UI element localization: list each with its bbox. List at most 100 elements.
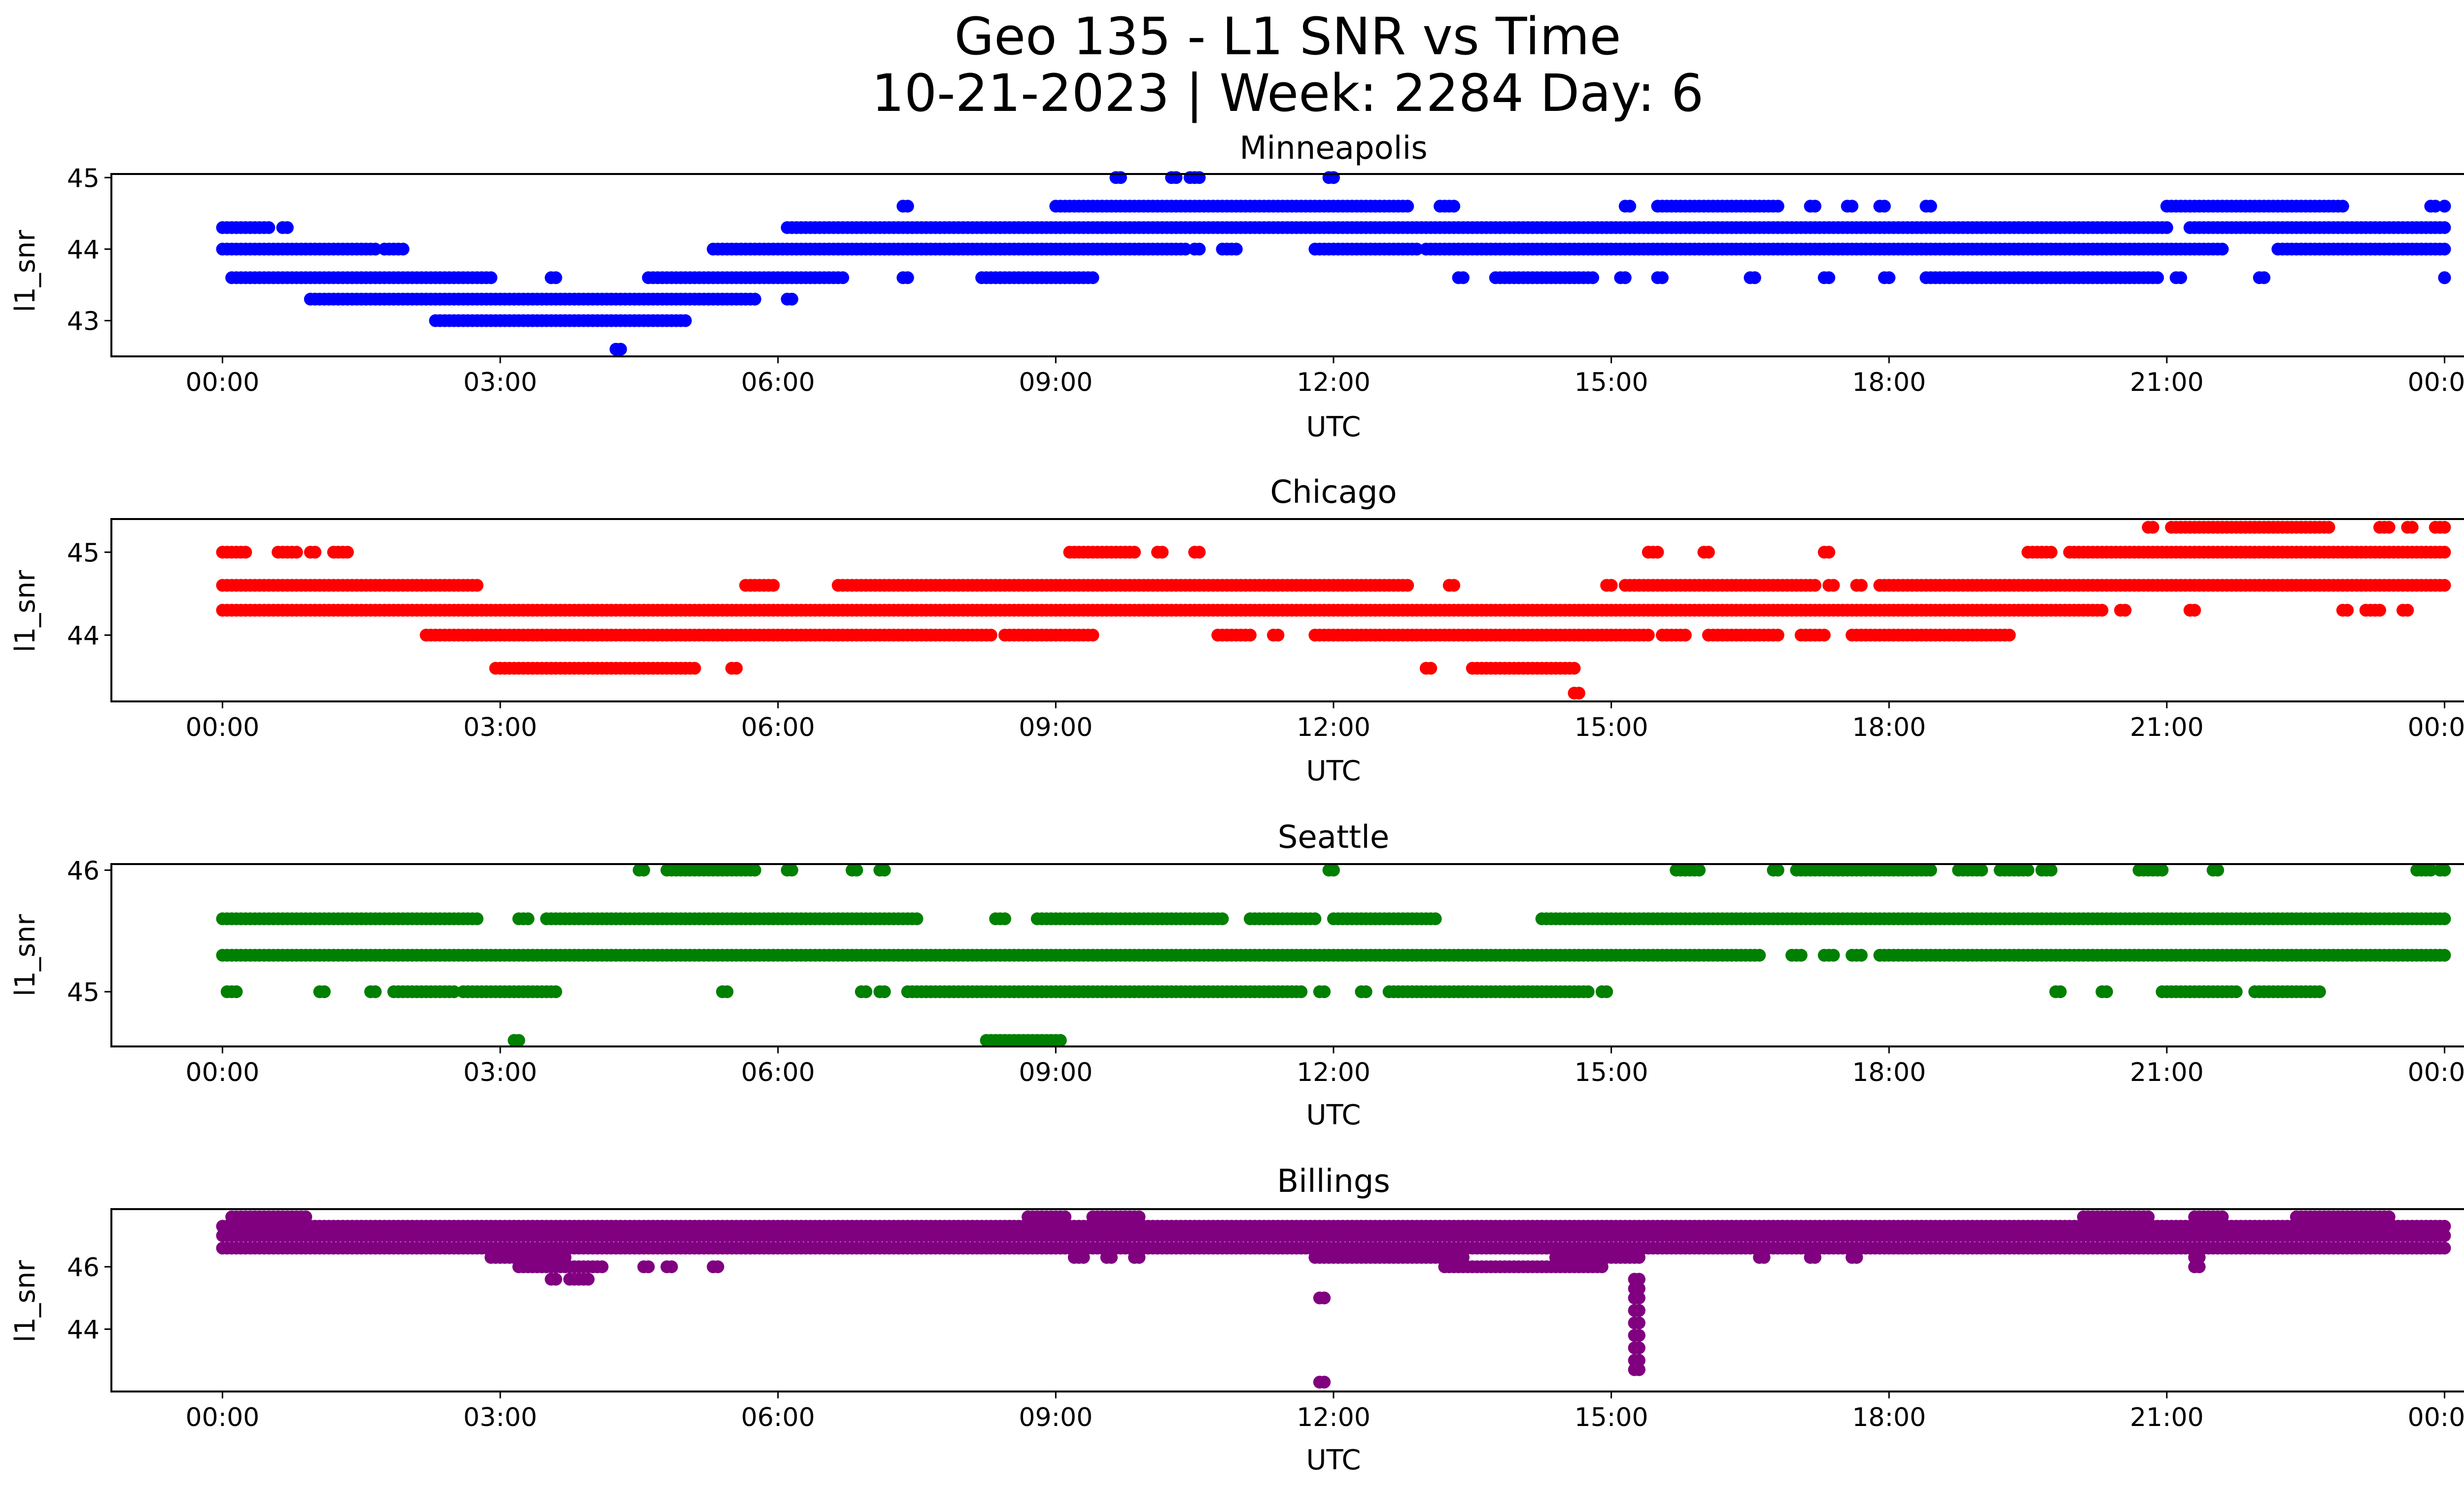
y-tick-label: 43 bbox=[67, 307, 100, 336]
data-point bbox=[2438, 546, 2451, 559]
data-point bbox=[859, 985, 873, 998]
data-point bbox=[1854, 949, 1868, 962]
plot-frame bbox=[110, 173, 2464, 357]
data-point bbox=[785, 292, 798, 306]
data-point bbox=[1086, 628, 1099, 642]
data-point bbox=[471, 912, 484, 925]
data-point bbox=[484, 271, 498, 284]
data-point bbox=[1817, 628, 1831, 642]
y-tick-label: 45 bbox=[67, 164, 100, 193]
data-point bbox=[1846, 200, 1859, 213]
data-point bbox=[369, 985, 382, 998]
panel-title: Billings bbox=[1277, 1163, 1390, 1200]
data-point bbox=[1230, 243, 1243, 256]
data-point bbox=[2174, 271, 2188, 284]
y-tick-label: 46 bbox=[67, 856, 100, 886]
data-point bbox=[1693, 864, 1706, 877]
data-point bbox=[2258, 271, 2271, 284]
data-point bbox=[290, 546, 303, 559]
data-point bbox=[1771, 200, 1784, 213]
data-point bbox=[549, 985, 562, 998]
x-tick-label: 00:00 bbox=[186, 1058, 260, 1087]
data-point bbox=[1586, 271, 1600, 284]
data-point bbox=[1678, 628, 1692, 642]
data-point bbox=[281, 221, 294, 234]
panel-title: Minneapolis bbox=[1239, 130, 1427, 167]
data-point bbox=[1882, 271, 1896, 284]
data-point bbox=[850, 864, 863, 877]
x-tick-label: 15:00 bbox=[1574, 1058, 1648, 1087]
data-point bbox=[2045, 864, 2058, 877]
data-point bbox=[2336, 200, 2349, 213]
panel-title: Seattle bbox=[1278, 819, 1390, 856]
x-axis-label: UTC bbox=[1306, 1444, 1361, 1476]
data-point bbox=[1216, 912, 1229, 925]
data-point bbox=[1822, 271, 1836, 284]
data-point bbox=[836, 271, 850, 284]
data-point bbox=[1179, 243, 1192, 256]
data-point bbox=[1572, 687, 1585, 700]
data-point bbox=[614, 343, 627, 356]
data-point bbox=[2156, 864, 2169, 877]
data-point bbox=[230, 985, 243, 998]
data-point bbox=[2313, 985, 2326, 998]
data-point bbox=[1054, 1034, 1067, 1047]
data-point bbox=[1318, 985, 1331, 998]
data-point bbox=[2438, 271, 2451, 284]
data-point bbox=[1924, 200, 1937, 213]
x-tick-label: 06:00 bbox=[741, 368, 815, 397]
data-point bbox=[1410, 243, 1424, 256]
data-point bbox=[2151, 271, 2164, 284]
x-tick-label: 18:00 bbox=[1852, 368, 1926, 397]
data-point bbox=[688, 661, 701, 675]
data-point bbox=[1854, 579, 1868, 592]
data-point bbox=[2095, 604, 2109, 617]
data-point bbox=[471, 579, 484, 592]
data-point bbox=[1827, 949, 1840, 962]
data-point bbox=[878, 864, 891, 877]
data-point bbox=[2382, 521, 2396, 534]
data-point bbox=[308, 546, 322, 559]
data-point bbox=[262, 221, 275, 234]
data-point bbox=[1651, 546, 1664, 559]
x-tick-label: 18:00 bbox=[1852, 713, 1926, 742]
data-point bbox=[901, 200, 914, 213]
data-point bbox=[2438, 221, 2451, 234]
data-point bbox=[341, 546, 354, 559]
x-tick-label: 09:00 bbox=[1019, 368, 1093, 397]
data-point bbox=[642, 1260, 655, 1273]
data-point bbox=[679, 314, 692, 327]
data-point bbox=[2438, 243, 2451, 256]
data-point bbox=[767, 579, 780, 592]
data-point bbox=[2021, 864, 2035, 877]
data-point bbox=[1447, 200, 1461, 213]
x-tick-label: 09:00 bbox=[1019, 1058, 1093, 1087]
scatter-points bbox=[216, 171, 2451, 356]
data-point bbox=[1086, 271, 1099, 284]
x-tick-label: 21:00 bbox=[2130, 713, 2204, 742]
data-point bbox=[1633, 1341, 1645, 1355]
data-point bbox=[1327, 864, 1340, 877]
data-point bbox=[2053, 985, 2067, 998]
data-point bbox=[1401, 200, 1414, 213]
y-axis-label: l1_snr bbox=[9, 914, 41, 997]
data-point bbox=[1633, 1329, 1645, 1342]
data-point bbox=[1633, 1304, 1645, 1317]
data-point bbox=[1568, 661, 1581, 675]
data-point bbox=[1193, 546, 1206, 559]
data-point bbox=[2216, 243, 2229, 256]
figure-title-line1: Geo 135 - L1 SNR vs Time bbox=[954, 6, 1621, 67]
y-axis-label: l1_snr bbox=[9, 230, 41, 313]
x-tick-label: 06:00 bbox=[741, 713, 815, 742]
x-tick-label: 06:00 bbox=[741, 1058, 815, 1087]
x-tick-label: 12:00 bbox=[1297, 713, 1370, 742]
data-point bbox=[2401, 604, 2414, 617]
x-tick-label: 15:00 bbox=[1574, 368, 1648, 397]
data-point bbox=[1794, 949, 1808, 962]
data-point bbox=[1318, 1291, 1331, 1305]
x-tick-label: 18:00 bbox=[1852, 1058, 1926, 1087]
x-axis-label: UTC bbox=[1306, 755, 1361, 787]
data-point bbox=[2119, 604, 2132, 617]
figure-title-line2: 10-21-2023 | Week: 2284 Day: 6 bbox=[872, 63, 1704, 123]
